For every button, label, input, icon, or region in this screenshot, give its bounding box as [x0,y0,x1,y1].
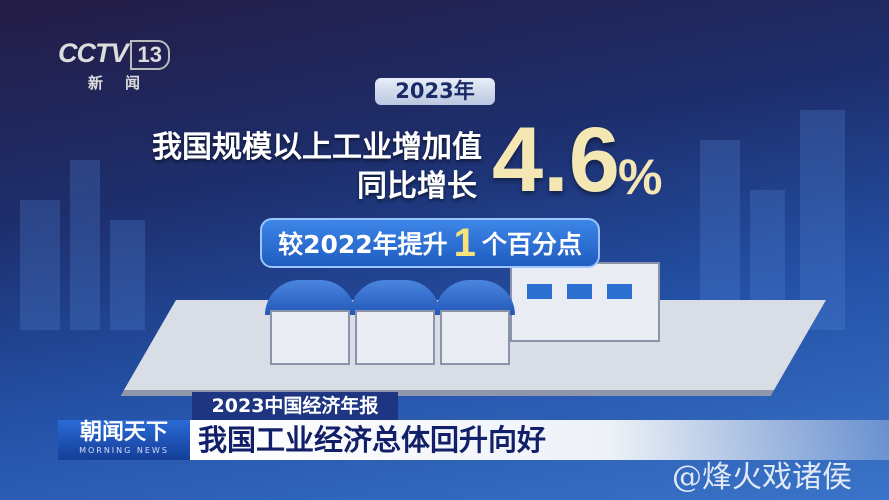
watermark: @烽火戏诸侯 [672,460,852,495]
comparison-number: 1 [453,220,476,265]
news-headline: 我国工业经济总体回升向好 [190,420,889,460]
factory-building [510,262,660,342]
show-name: 朝闻天下 [79,420,168,445]
comparison-pill: 较2022年提升 1 个百分点 [260,218,600,268]
logo-channel: 13 [129,40,170,70]
logo-brand: CCTV [58,38,128,68]
show-name-en: MORNING NEWS [79,446,169,455]
cctv13-logo: CCTV 13 新闻 [58,38,170,93]
logo-subtitle: 新闻 [88,75,163,92]
comparison-prefix: 较2022年提升 [278,230,448,259]
warehouse-buildings [265,280,515,370]
headline-line1: 我国规模以上工业增加值 [152,130,482,165]
growth-value: 4.6 [492,109,620,211]
segment-tag: 2023中国经济年报 [192,392,398,420]
growth-unit: % [618,149,663,205]
comparison-suffix: 个百分点 [481,230,582,259]
year-badge: 2023年 [375,78,495,105]
headline-line2: 同比增长 [357,169,477,204]
show-logo: 朝闻天下 MORNING NEWS [58,420,190,460]
